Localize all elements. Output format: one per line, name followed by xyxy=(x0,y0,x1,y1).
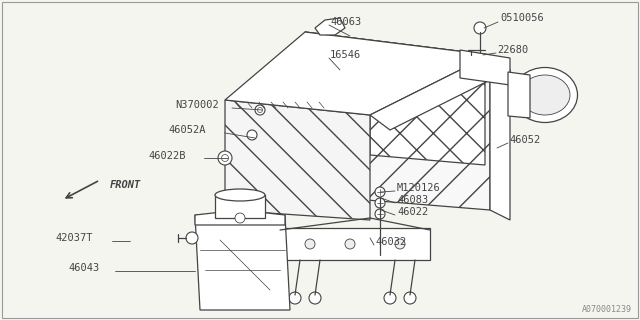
Text: 22680: 22680 xyxy=(497,45,528,55)
Polygon shape xyxy=(460,50,510,85)
Circle shape xyxy=(395,239,405,249)
Text: 0510056: 0510056 xyxy=(500,13,544,23)
Polygon shape xyxy=(490,55,510,220)
Circle shape xyxy=(221,155,228,162)
Circle shape xyxy=(305,239,315,249)
Polygon shape xyxy=(225,100,370,220)
Polygon shape xyxy=(225,32,490,115)
Text: M120126: M120126 xyxy=(397,183,441,193)
Circle shape xyxy=(474,22,486,34)
Polygon shape xyxy=(315,18,345,35)
Polygon shape xyxy=(215,195,265,218)
Circle shape xyxy=(375,187,385,197)
Polygon shape xyxy=(195,215,290,310)
Circle shape xyxy=(186,232,198,244)
Text: 16546: 16546 xyxy=(330,50,361,60)
Ellipse shape xyxy=(513,68,577,123)
Text: 46083: 46083 xyxy=(397,195,428,205)
Circle shape xyxy=(289,292,301,304)
Text: N370002: N370002 xyxy=(175,100,219,110)
Polygon shape xyxy=(305,32,510,70)
Polygon shape xyxy=(508,72,530,118)
Text: 46032: 46032 xyxy=(375,237,406,247)
Circle shape xyxy=(345,239,355,249)
Circle shape xyxy=(247,130,257,140)
Text: 42037T: 42037T xyxy=(55,233,93,243)
Ellipse shape xyxy=(215,189,265,201)
Polygon shape xyxy=(195,210,285,225)
Text: 46052: 46052 xyxy=(509,135,540,145)
Circle shape xyxy=(404,292,416,304)
Circle shape xyxy=(375,209,385,219)
Circle shape xyxy=(384,292,396,304)
Polygon shape xyxy=(305,32,490,210)
Ellipse shape xyxy=(520,75,570,115)
Text: FRONT: FRONT xyxy=(110,180,141,190)
Circle shape xyxy=(235,213,245,223)
Text: 46043: 46043 xyxy=(68,263,99,273)
Circle shape xyxy=(309,292,321,304)
Polygon shape xyxy=(280,228,430,260)
Text: 46063: 46063 xyxy=(330,17,361,27)
Circle shape xyxy=(375,198,385,208)
Text: A070001239: A070001239 xyxy=(582,305,632,314)
Polygon shape xyxy=(370,55,510,130)
Circle shape xyxy=(255,105,265,115)
Text: 46022B: 46022B xyxy=(148,151,186,161)
Text: 46052A: 46052A xyxy=(168,125,205,135)
Text: 46022: 46022 xyxy=(397,207,428,217)
Circle shape xyxy=(257,108,262,113)
Circle shape xyxy=(218,151,232,165)
Polygon shape xyxy=(370,62,485,165)
